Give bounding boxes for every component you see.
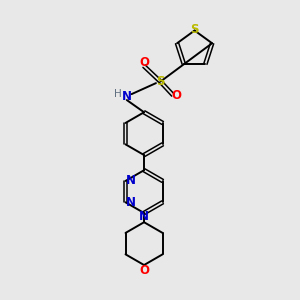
Text: S: S <box>156 75 165 88</box>
Text: S: S <box>190 22 199 35</box>
Text: H: H <box>114 88 122 98</box>
Text: N: N <box>126 174 136 188</box>
Text: O: O <box>172 88 182 101</box>
Text: N: N <box>122 90 132 103</box>
Text: O: O <box>139 56 149 69</box>
Text: O: O <box>139 264 149 277</box>
Text: N: N <box>126 196 136 209</box>
Text: N: N <box>139 210 149 224</box>
